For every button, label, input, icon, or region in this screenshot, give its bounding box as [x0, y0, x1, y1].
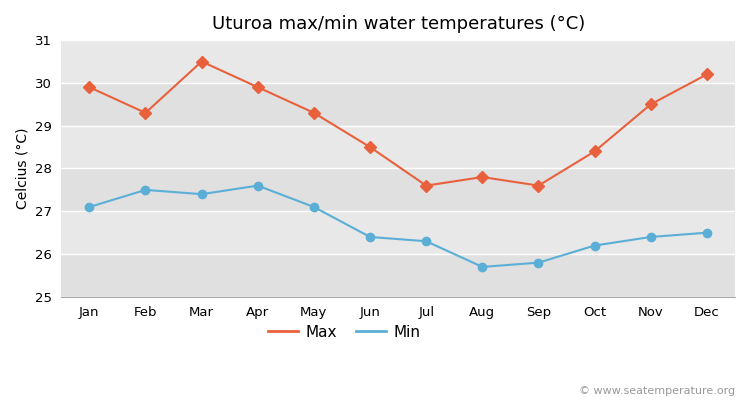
Bar — [62, 83, 735, 126]
Title: Uturoa max/min water temperatures (°C): Uturoa max/min water temperatures (°C) — [211, 15, 585, 33]
Bar — [62, 126, 735, 168]
Y-axis label: Celcius (°C): Celcius (°C) — [15, 128, 29, 209]
Bar — [62, 40, 735, 83]
Legend: Max, Min: Max, Min — [262, 318, 427, 346]
Bar — [62, 211, 735, 254]
Bar — [62, 168, 735, 211]
Bar — [62, 254, 735, 297]
Text: © www.seatemperature.org: © www.seatemperature.org — [579, 386, 735, 396]
